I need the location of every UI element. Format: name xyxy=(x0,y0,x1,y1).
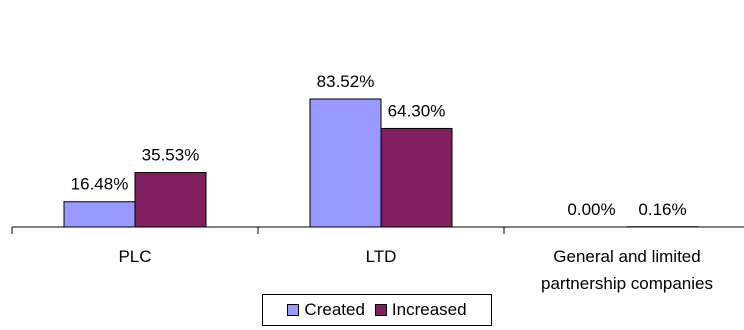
legend-label-increased: Increased xyxy=(391,300,467,319)
bar-created-1 xyxy=(63,201,136,228)
data-label-increased-3: 0.16% xyxy=(638,200,686,219)
legend-label-created: Created xyxy=(304,300,365,319)
legend-item-increased: Increased xyxy=(374,300,467,320)
data-label-increased-2: 64.30% xyxy=(388,101,446,120)
category-label-3: General and limited xyxy=(553,247,700,266)
legend-item-created: Created xyxy=(287,300,365,320)
legend-swatch-created xyxy=(287,304,300,316)
legend-swatch-increased xyxy=(374,304,387,316)
category-label-1: PLC xyxy=(118,247,151,266)
category-label-2: LTD xyxy=(366,247,397,266)
legend: Created Increased xyxy=(262,294,492,326)
bar-increased-1 xyxy=(134,172,207,228)
category-label-3: partnership companies xyxy=(541,274,713,293)
data-label-created-1: 16.48% xyxy=(71,175,129,194)
bar-created-2 xyxy=(309,98,382,228)
data-label-increased-1: 35.53% xyxy=(142,146,200,165)
bar-increased-2 xyxy=(380,127,453,228)
data-label-created-3: 0.00% xyxy=(567,200,615,219)
data-label-created-2: 83.52% xyxy=(317,72,375,91)
